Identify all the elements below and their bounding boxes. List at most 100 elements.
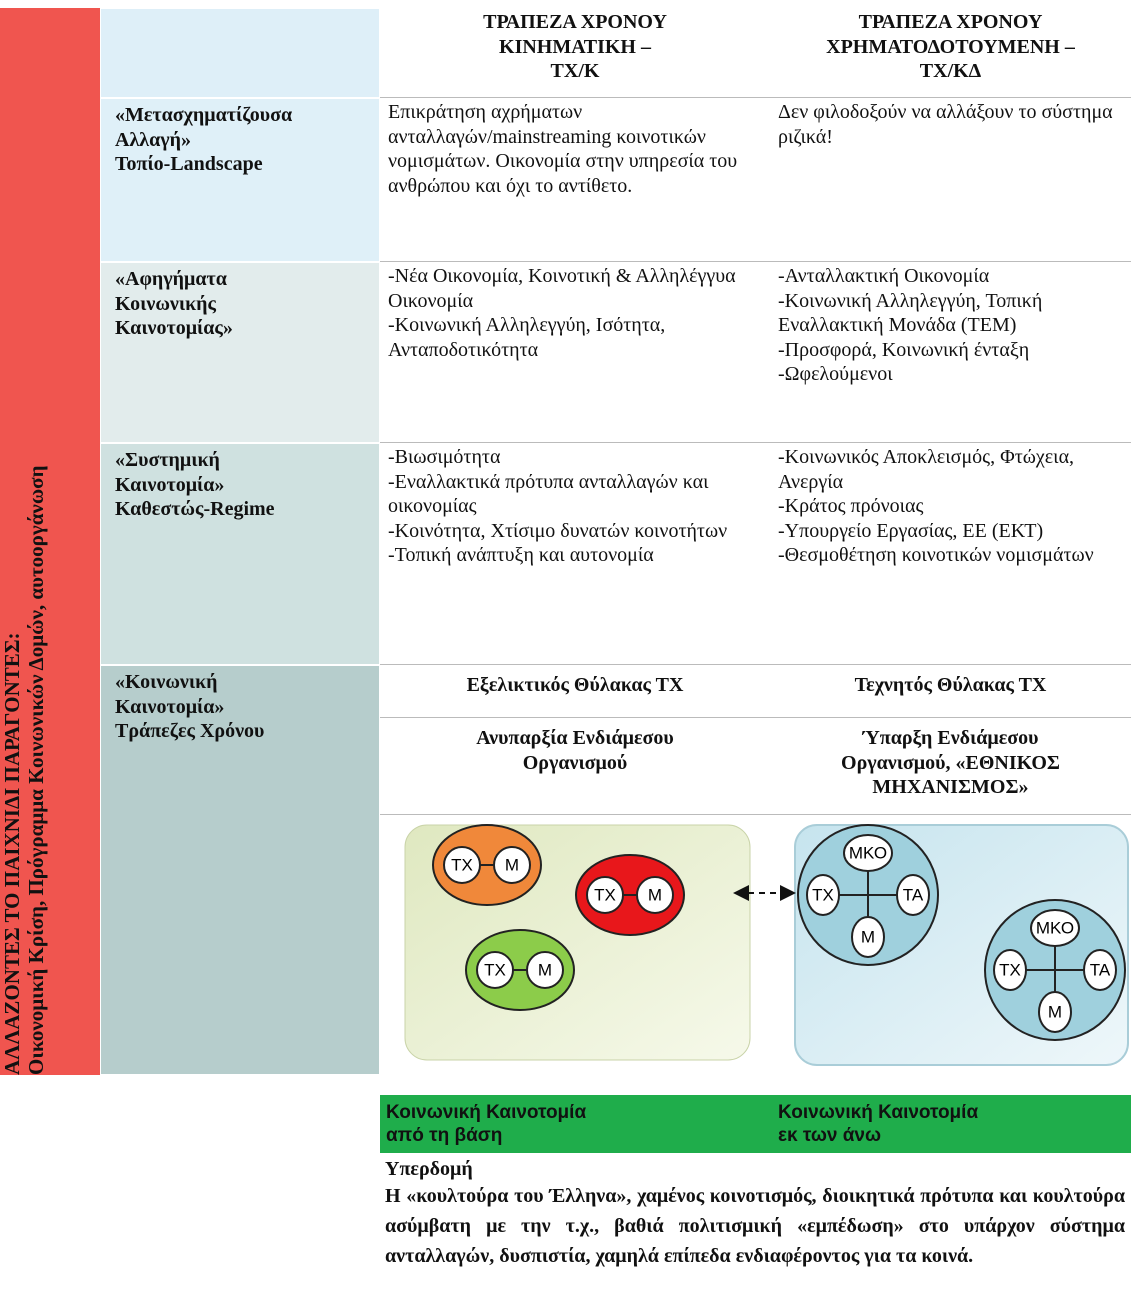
node-label: ΤΧ (812, 886, 834, 905)
item: -Κράτος πρόνοιας (778, 495, 924, 517)
header-line: ΤΡΑΠΕΖΑ ΧΡΟΝΟΥ (858, 11, 1043, 33)
node-label: ΤΑ (903, 886, 924, 905)
node-label: ΤΧ (594, 886, 616, 905)
row-col4: Δεν φιλοδοξούν να αλλάξουν το σύστημα ρι… (770, 98, 1131, 262)
row-label: «Κοινωνική Καινοτομία» Τράπεζες Χρόνου (100, 665, 380, 1075)
node (1030, 909, 1080, 947)
item: -Τοπική ανάπτυξη και αυτονομία (388, 544, 654, 566)
row-col4: -Κοινωνικός Αποκλεισμός, Φτώχεια, Ανεργί… (770, 443, 1131, 665)
label-line: Καινοτομίας» (115, 317, 233, 339)
label-line: Τράπεζες Χρόνου (115, 720, 265, 742)
item: -Προσφορά, Κοινωνική ένταξη (778, 338, 1030, 361)
node-label: Μ (538, 961, 552, 980)
node (493, 846, 531, 884)
row-col3: Επικράτηση αχρήματων ανταλλαγών/mainstre… (380, 98, 770, 262)
intermediary-line: Ανυπαρξία Ενδιάμεσου (476, 727, 674, 749)
side-line: Οικονομική Κρίση, Πρόγραμμα Κοινωνικών Δ… (24, 465, 48, 1075)
node (636, 876, 674, 914)
row-col3: -Νέα Οικονομία, Κοινοτική & Αλληλέγγυα Ο… (380, 262, 770, 443)
green-right: Κοινωνική Καινοτομία εκ των άνω (778, 1101, 978, 1147)
node-label: Μ (505, 856, 519, 875)
node-label: ΤΧ (484, 961, 506, 980)
node-label: Μ (648, 886, 662, 905)
label-line: Καινοτομία» (115, 695, 225, 718)
superstructure-title: Υπερδομή (385, 1158, 473, 1180)
node (476, 951, 514, 989)
label-line: «Αφηγήματα (115, 268, 227, 290)
label-line: Κοινωνικής (115, 292, 216, 315)
node-label: ΤΑ (1090, 961, 1111, 980)
green-line: από τη βάση (386, 1125, 503, 1146)
intermediary-line: ΜΗΧΑΝΙΣΜΟΣ» (872, 776, 1029, 798)
node (1038, 991, 1072, 1033)
header-line: ΤΧ/Κ (550, 60, 600, 82)
label-line: Τοπίο-Landscape (115, 153, 263, 175)
node (806, 874, 840, 916)
side-line: ΑΛΛΑΖΟΝΤΕΣ ΤΟ ΠΑΙΧΝΙΔΙ ΠΑΡΑΓΟΝΤΕΣ: (0, 632, 24, 1075)
intermediary-line: Ύπαρξη Ενδιάμεσου (862, 727, 1039, 749)
label-line: Καθεστώς-Regime (115, 498, 275, 520)
node-label: ΤΧ (451, 856, 473, 875)
row-col3: -Βιωσιμότητα -Εναλλακτικά πρότυπα ανταλλα… (380, 443, 770, 665)
item: -Κοινωνική Αλληλεγγύη, Ισότητα, Ανταποδο… (388, 314, 666, 361)
node-label: Μ (861, 928, 875, 947)
node (896, 874, 930, 916)
header-col3: ΤΡΑΠΕΖΑ ΧΡΟΝΟΥ ΚΙΝΗΜΑΤΙΚΗ – ΤΧ/Κ (380, 8, 770, 98)
item: -Νέα Οικονομία, Κοινοτική & Αλληλέγγυα Ο… (388, 265, 736, 312)
item: Επικράτηση αχρήματων ανταλλαγών/mainstre… (388, 101, 738, 197)
item: -Κοινωνική Αλληλεγγύη, Τοπική Εναλλακτικ… (778, 289, 1043, 337)
green-line: Κοινωνική Καινοτομία (778, 1102, 979, 1123)
item: Δεν φιλοδοξούν να αλλάξουν το σύστημα ρι… (778, 101, 1113, 148)
node-label: ΜΚΟ (849, 844, 887, 863)
header-blank (100, 8, 380, 98)
enclave: Εξελικτικός Θύλακας ΤΧ (380, 665, 770, 718)
item: -Υπουργείο Εργασίας, ΕΕ (ΕΚΤ) (778, 519, 1044, 542)
enclave: Τεχνητός Θύλακας ΤΧ (770, 665, 1131, 718)
green-line: εκ των άνω (778, 1125, 882, 1146)
intermediary-line: Οργανισμού, «ΕΘΝΙΚΟΣ (841, 751, 1060, 774)
node (843, 834, 893, 872)
label-line: Αλλαγή» (115, 128, 191, 151)
node-label: ΜΚΟ (1036, 919, 1074, 938)
node (851, 916, 885, 958)
green-line: Κοινωνική Καινοτομία (386, 1102, 587, 1123)
header-line: ΚΙΝΗΜΑΤΙΚΗ – (499, 35, 651, 58)
node (443, 846, 481, 884)
green-left: Κοινωνική Καινοτομία από τη βάση (386, 1101, 586, 1147)
header-line: ΧΡΗΜΑΤΟΔΟΤΟΥΜΕΝΗ – (826, 35, 1075, 58)
superstructure-text: Η «κουλτούρα του Έλληνα», χαμένος κοινοτ… (385, 1185, 1125, 1267)
row-label: «Μετασχηματίζουσα Αλλαγή» Τοπίο-Landscape (100, 98, 380, 262)
header-line: ΤΡΑΠΕΖΑ ΧΡΟΝΟΥ (483, 11, 667, 33)
row-col4: -Ανταλλακτική Οικονομία -Κοινωνική Αλληλε… (770, 262, 1131, 443)
node (586, 876, 624, 914)
item: -Βιωσιμότητα (388, 446, 501, 468)
header-line: ΤΧ/ΚΔ (919, 60, 982, 82)
label-line: «Κοινωνική (115, 671, 218, 693)
superstructure: Υπερδομή Η «κουλτούρα του Έλληνα», χαμέν… (385, 1157, 1125, 1271)
intermediary: Ανυπαρξία Ενδιάμεσου Οργανισμού (380, 718, 770, 815)
intermediary: Ύπαρξη Ενδιάμεσου Οργανισμού, «ΕΘΝΙΚΟΣ ΜΗΧ… (770, 718, 1131, 815)
item: -Ωφελούμενοι (778, 363, 893, 385)
item: -Κοινωνικός Αποκλεισμός, Φτώχεια, Ανεργί… (778, 446, 1075, 493)
item: -Εναλλακτικά πρότυπα ανταλλαγών και οικο… (388, 470, 709, 518)
item: -Ανταλλακτική Οικονομία (778, 265, 990, 287)
diagram: ΤΧ Μ ΤΧ Μ ΤΧ Μ ΜΚΟ ΤΧ ΤΑ Μ ΜΚΟ ΤΧ ΤΑ Μ (404, 824, 1129, 1066)
node-label: Μ (1048, 1003, 1062, 1022)
node (526, 951, 564, 989)
intermediary-line: Οργανισμού (522, 751, 628, 774)
side-text: ΑΛΛΑΖΟΝΤΕΣ ΤΟ ΠΑΙΧΝΙΔΙ ΠΑΡΑΓΟΝΤΕΣ: Οικον… (0, 75, 48, 1075)
side-column (0, 8, 100, 1075)
row-label: «Συστημική Καινοτομία» Καθεστώς-Regime (100, 443, 380, 665)
label-line: «Συστημική (115, 449, 220, 471)
green-bar: Κοινωνική Καινοτομία από τη βάση Κοινωνικ… (380, 1095, 1131, 1153)
node (993, 949, 1027, 991)
label-line: Καινοτομία» (115, 473, 225, 496)
header-col4: ΤΡΑΠΕΖΑ ΧΡΟΝΟΥ ΧΡΗΜΑΤΟΔΟΤΟΥΜΕΝΗ – ΤΧ/ΚΔ (770, 8, 1131, 98)
item: -Θεσμοθέτηση κοινοτικών νομισμάτων (778, 544, 1094, 566)
item: -Κοινότητα, Χτίσιμο δυνατών κοινοτήτων (388, 519, 728, 542)
node (1083, 949, 1117, 991)
node-label: ΤΧ (999, 961, 1021, 980)
label-line: «Μετασχηματίζουσα (115, 104, 293, 126)
row-label: «Αφηγήματα Κοινωνικής Καινοτομίας» (100, 262, 380, 443)
